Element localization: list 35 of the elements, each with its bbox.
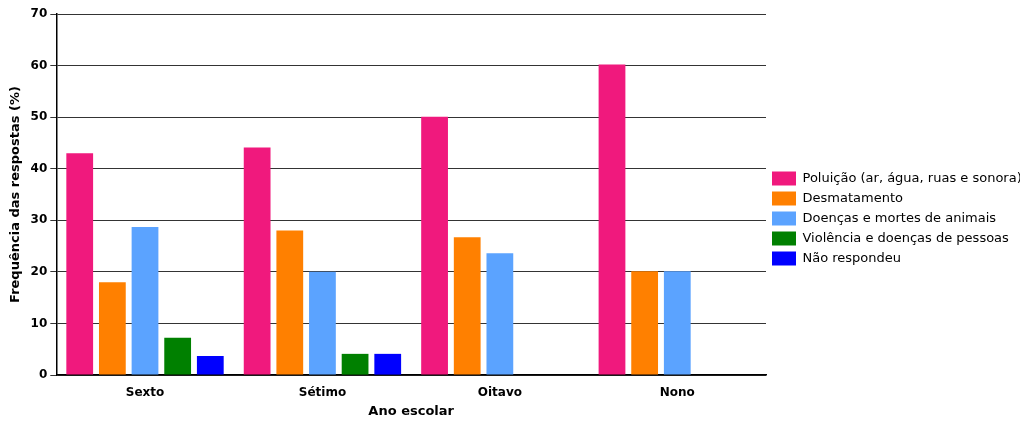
x-tick-label: Sexto bbox=[125, 385, 165, 400]
legend-label: Doenças e mortes de animais bbox=[802, 209, 997, 225]
legend-label: Não respondeu bbox=[802, 249, 902, 265]
bar bbox=[631, 271, 659, 375]
bar bbox=[98, 282, 126, 375]
bar bbox=[243, 147, 271, 375]
y-tick-label: 40 bbox=[30, 160, 48, 175]
y-tick-label: 50 bbox=[30, 109, 48, 124]
bar bbox=[66, 153, 94, 375]
y-tick-label: 30 bbox=[30, 212, 48, 227]
y-tick-label: 60 bbox=[30, 57, 48, 72]
bar bbox=[196, 355, 224, 375]
bar bbox=[374, 353, 402, 375]
legend-label: Poluição (ar, água, ruas e sonora) bbox=[802, 169, 1022, 185]
legend-label: Violência e doenças de pessoas bbox=[802, 229, 1010, 245]
x-tick-label: Oitavo bbox=[477, 385, 522, 400]
bar bbox=[131, 226, 159, 375]
bar bbox=[421, 116, 448, 375]
y-tick-label: 70 bbox=[30, 6, 48, 21]
x-tick-label: Nono bbox=[659, 385, 695, 400]
bar bbox=[486, 253, 514, 375]
y-axis-title: Frequência das respostas (%) bbox=[7, 86, 23, 303]
bar bbox=[276, 230, 304, 375]
y-tick-label: 20 bbox=[30, 263, 48, 278]
bar bbox=[309, 271, 336, 375]
bar bbox=[663, 271, 691, 375]
y-tick-label: 10 bbox=[30, 315, 48, 330]
bar bbox=[598, 64, 626, 375]
bar bbox=[341, 353, 369, 375]
x-tick-label: Sétimo bbox=[298, 385, 347, 400]
y-tick-label: 0 bbox=[38, 367, 48, 382]
bar bbox=[164, 337, 192, 375]
legend-label: Desmatamento bbox=[802, 189, 903, 205]
bar bbox=[453, 237, 481, 375]
x-axis-title: Ano escolar bbox=[368, 402, 455, 418]
